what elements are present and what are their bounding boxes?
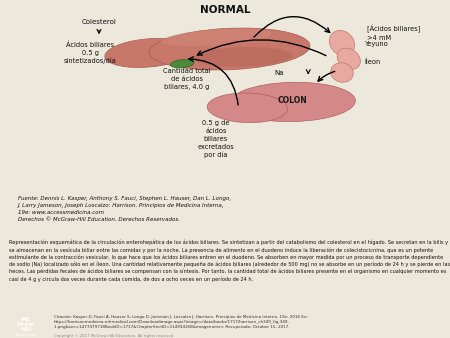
Text: Representación esquemática de la circulación enterohepática de los ácidos biliar: Representación esquemática de la circula… xyxy=(9,240,450,282)
Ellipse shape xyxy=(171,59,194,68)
Text: Copyright © 2017 McGraw-Hill Education. All rights reserved: Copyright © 2017 McGraw-Hill Education. … xyxy=(54,334,173,338)
Text: Citación: Kasper D, Fauci A, Hauser S, Longo D, Jameson J, Loscalzo J. Harrison.: Citación: Kasper D, Fauci A, Hauser S, L… xyxy=(54,315,308,329)
Text: Fuente: Dennis L. Kasper, Anthony S. Fauci, Stephen L. Hauser, Dan L. Longo,
J. : Fuente: Dennis L. Kasper, Anthony S. Fau… xyxy=(18,196,231,222)
Ellipse shape xyxy=(194,47,292,67)
Text: COLON: COLON xyxy=(278,96,307,105)
Text: Yeyuno: Yeyuno xyxy=(364,41,388,47)
Text: 0.5 g de
ácidos
biliares
excretados
por día: 0.5 g de ácidos biliares excretados por … xyxy=(198,120,234,158)
Text: Cantidad total
de ácidos
biliares, 4.0 g: Cantidad total de ácidos biliares, 4.0 g xyxy=(163,68,211,90)
Ellipse shape xyxy=(207,93,288,123)
Ellipse shape xyxy=(331,63,353,82)
Text: [Ácidos biliares]
>4 mM: [Ácidos biliares] >4 mM xyxy=(367,25,420,42)
Text: Graw: Graw xyxy=(17,322,35,327)
Text: Education: Education xyxy=(16,333,36,337)
Ellipse shape xyxy=(337,48,360,70)
Text: NORMAL: NORMAL xyxy=(200,5,250,15)
Ellipse shape xyxy=(161,28,271,46)
Ellipse shape xyxy=(105,39,192,68)
Ellipse shape xyxy=(230,82,356,122)
Ellipse shape xyxy=(329,30,355,56)
Text: Hill: Hill xyxy=(20,327,32,332)
Text: Mc: Mc xyxy=(21,317,31,321)
Ellipse shape xyxy=(149,28,310,70)
Text: Íleon: Íleon xyxy=(364,58,381,65)
Text: Na: Na xyxy=(274,70,284,75)
Text: Ácidos biliares
0.5 g
sintetizados/día: Ácidos biliares 0.5 g sintetizados/día xyxy=(63,41,117,64)
Text: Colesterol: Colesterol xyxy=(81,19,117,25)
